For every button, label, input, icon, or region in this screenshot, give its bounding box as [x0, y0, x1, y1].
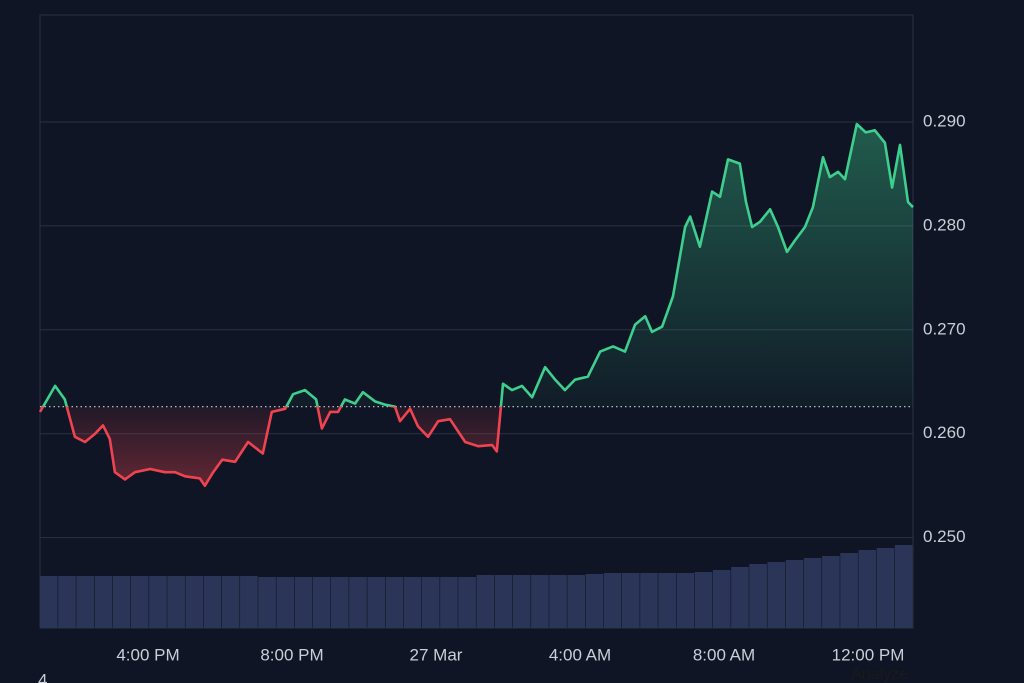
footer-left: 4	[38, 670, 47, 683]
volume-bar	[767, 562, 786, 628]
volume-bar	[240, 576, 258, 628]
volume-bar	[130, 576, 149, 628]
volume-bar	[167, 576, 185, 628]
volume-bar	[858, 550, 877, 628]
volume-bar	[676, 573, 695, 628]
volume-bar	[458, 577, 476, 628]
volume-bar	[221, 576, 240, 628]
volume-bar	[385, 577, 404, 628]
volume-bar	[40, 576, 58, 628]
y-tick-label: 0.290	[923, 111, 966, 130]
x-tick-label: 4:00 AM	[549, 645, 611, 664]
volume-bar	[603, 573, 622, 628]
volume-bar	[785, 560, 804, 628]
volume-bar	[549, 575, 567, 628]
volume-bar	[58, 576, 76, 628]
volume-bar	[712, 570, 731, 628]
volume-bar	[640, 573, 658, 628]
volume-bar	[567, 575, 586, 628]
y-tick-label: 0.270	[923, 319, 966, 338]
volume-bar	[112, 576, 131, 628]
volume-bar	[585, 574, 604, 628]
volume-bar	[276, 577, 295, 628]
volume-bar	[622, 573, 640, 628]
volume-bar	[731, 567, 749, 628]
volume-bar	[421, 577, 440, 628]
volume-bar	[331, 577, 349, 628]
volume-bar	[312, 577, 331, 628]
volume-bar	[149, 576, 167, 628]
volume-bar	[294, 577, 313, 628]
volume-bar	[258, 577, 276, 628]
volume-bar	[894, 545, 913, 628]
x-tick-label: 12:00 PM	[832, 645, 905, 664]
volume-bar	[440, 577, 458, 628]
volume-bar	[494, 575, 513, 628]
y-tick-label: 0.260	[923, 423, 966, 442]
volume-bar	[76, 576, 94, 628]
volume-bar	[803, 558, 822, 628]
volume-bar	[94, 576, 113, 628]
price-area	[40, 124, 913, 486]
volume-bar	[876, 548, 895, 628]
x-tick-label: 4:00 PM	[116, 645, 179, 664]
volume-bar	[531, 575, 549, 628]
price-line	[38, 122, 914, 487]
volume-bar	[512, 575, 531, 628]
volume-bar	[658, 573, 676, 628]
y-tick-label: 0.250	[923, 527, 966, 546]
y-tick-label: 0.280	[923, 215, 966, 234]
volume-bar	[349, 577, 367, 628]
volume-bar	[822, 556, 840, 628]
volume-bar	[403, 577, 422, 628]
volume-bar	[694, 572, 713, 628]
analyze-button[interactable]: Analyze	[851, 666, 908, 683]
volume-bar	[749, 564, 767, 628]
x-tick-label: 8:00 AM	[693, 645, 755, 664]
volume-bar	[367, 577, 385, 628]
volume-bar	[203, 576, 222, 628]
x-tick-label: 8:00 PM	[260, 645, 323, 664]
x-tick-label: 27 Mar	[410, 645, 463, 664]
volume-bar	[840, 553, 858, 628]
volume-bar	[476, 575, 495, 628]
volume-bar	[185, 576, 204, 628]
